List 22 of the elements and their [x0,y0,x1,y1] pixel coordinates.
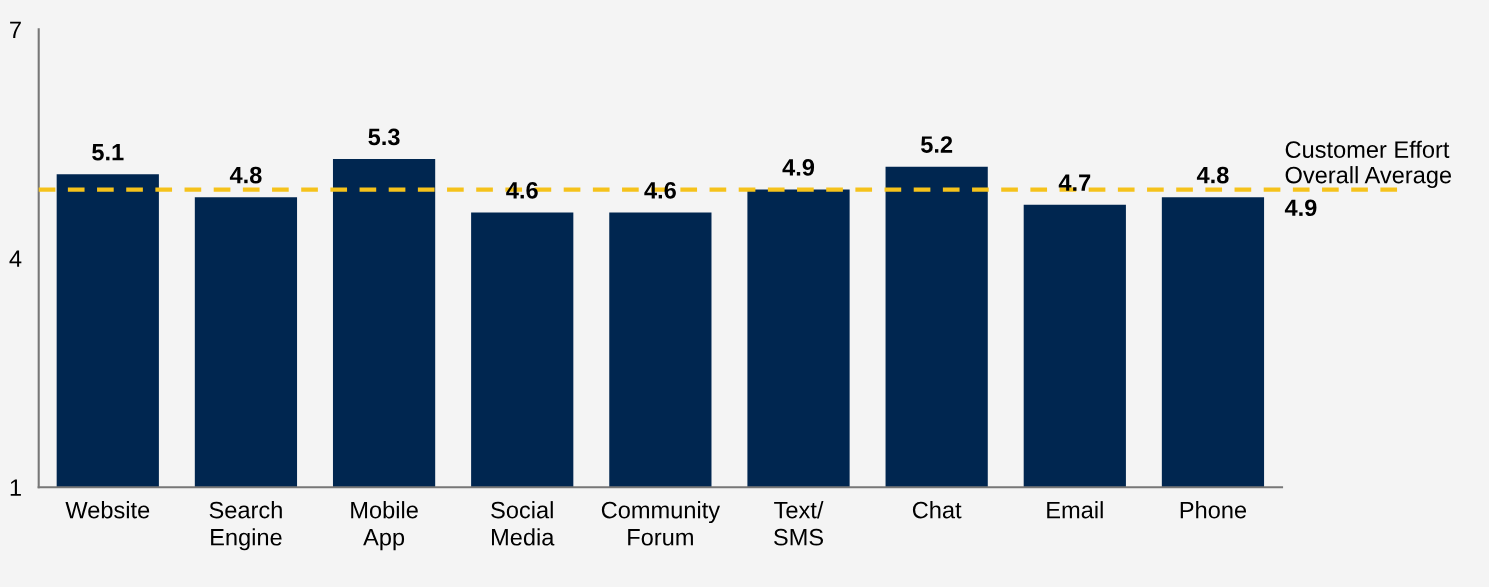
data-label: 4.9 [782,159,815,176]
data-label: 4.8 [229,166,262,184]
y-tick-label: 1 [10,479,21,496]
x-tick-label: Website [65,501,150,519]
data-label: 4.6 [644,181,676,199]
x-tick-label: Chat [912,501,962,519]
x-tick-label: Community Forum [601,501,721,546]
data-label: 5.2 [920,136,953,153]
x-tick-label: Text/ SMS [774,501,824,546]
data-label: 4.8 [1196,166,1229,184]
data-label: 5.1 [92,144,124,161]
x-tick-label: Phone [1180,501,1247,519]
x-tick-label: Email [1047,501,1103,519]
x-tick-label: Social Media [491,501,555,546]
data-label: 4.6 [506,181,538,199]
data-label: 5.3 [368,128,400,146]
x-tick-label: Mobile App [351,501,418,551]
data-label: 4.7 [1058,174,1091,191]
ref-line-label: Customer Effort Overall Average 4.9 [1284,140,1452,217]
y-tick-label: 4 [9,250,22,267]
x-tick-label: Search Engine [209,501,282,551]
y-tick-label: 7 [10,21,21,38]
